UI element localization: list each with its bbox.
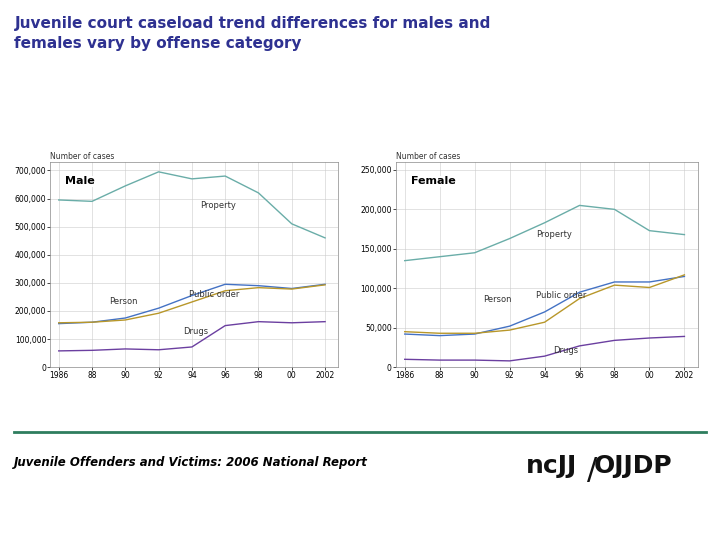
- Text: Drugs: Drugs: [553, 346, 578, 355]
- Text: Male: Male: [65, 177, 94, 186]
- Text: ncJJ: ncJJ: [526, 454, 577, 477]
- Text: Juvenile court caseload trend differences for males and
females vary by offense : Juvenile court caseload trend difference…: [14, 16, 491, 51]
- Text: Public order: Public order: [189, 291, 239, 300]
- Text: Number of cases: Number of cases: [50, 152, 114, 161]
- Text: Drugs: Drugs: [184, 327, 209, 336]
- Text: Person: Person: [109, 297, 138, 306]
- Text: Person: Person: [483, 295, 512, 305]
- Text: Juvenile Offenders and Victims: 2006 National Report: Juvenile Offenders and Victims: 2006 Nat…: [14, 456, 368, 469]
- Text: Property: Property: [200, 201, 236, 211]
- Text: OJJDP: OJJDP: [594, 454, 672, 477]
- Text: Public order: Public order: [536, 291, 586, 300]
- Text: Female: Female: [411, 177, 456, 186]
- Text: /: /: [587, 456, 597, 485]
- Text: Property: Property: [536, 230, 572, 239]
- Text: Number of cases: Number of cases: [396, 152, 460, 161]
